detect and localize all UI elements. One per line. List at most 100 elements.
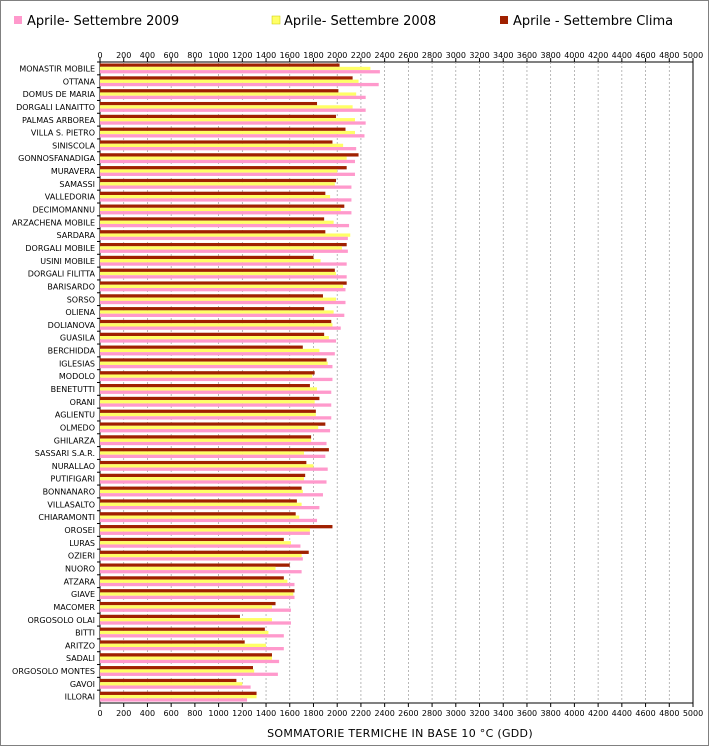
category-label: ORGOSOLO OLAI bbox=[27, 616, 95, 625]
category-label: USINI MOBILE bbox=[40, 257, 95, 266]
legend: Aprile- Settembre 2009 Aprile- Settembre… bbox=[14, 14, 673, 29]
bar bbox=[100, 348, 320, 353]
bar bbox=[100, 694, 257, 699]
bar bbox=[100, 525, 333, 529]
tick-label-bottom: 1000 bbox=[208, 709, 228, 718]
tick-label-top: 4800 bbox=[659, 51, 679, 60]
category-label: DOLIANOVA bbox=[48, 321, 96, 330]
bar bbox=[100, 643, 267, 647]
category-label: NURALLAO bbox=[52, 462, 95, 471]
bar bbox=[100, 182, 335, 186]
category-label: LURAS bbox=[69, 539, 95, 548]
tick-label-top: 1000 bbox=[208, 51, 228, 60]
bar bbox=[100, 246, 342, 250]
tick-label-top: 3400 bbox=[493, 51, 513, 60]
category-label: OZIERI bbox=[68, 552, 95, 561]
tick-label-top: 3200 bbox=[469, 51, 489, 60]
bar bbox=[100, 429, 331, 433]
bar bbox=[100, 156, 347, 160]
category-label: ORGOSOLO MONTES bbox=[12, 667, 95, 676]
bar bbox=[100, 579, 288, 583]
bar bbox=[100, 589, 295, 593]
category-label: PALMAS ARBOREA bbox=[22, 116, 96, 125]
bar bbox=[100, 89, 339, 93]
category-label: IGLESIAS bbox=[59, 359, 95, 368]
legend-label-2008: Aprile- Settembre 2008 bbox=[284, 14, 436, 29]
bar bbox=[100, 300, 346, 305]
tick-label-top: 2000 bbox=[327, 51, 347, 60]
category-label: DORGALI FILITTA bbox=[28, 270, 96, 279]
tick-label-bottom: 2600 bbox=[398, 709, 418, 718]
bar bbox=[100, 121, 366, 125]
tick-label-bottom: 4800 bbox=[659, 709, 679, 718]
bar bbox=[100, 656, 272, 660]
tick-label-top: 4600 bbox=[635, 51, 655, 60]
tick-label-bottom: 1600 bbox=[280, 709, 300, 718]
bar bbox=[100, 255, 314, 260]
bar bbox=[100, 92, 357, 96]
tick-label-top: 3600 bbox=[517, 51, 537, 60]
tick-label-bottom: 2200 bbox=[351, 709, 371, 718]
tick-label-top: 4200 bbox=[588, 51, 608, 60]
bar bbox=[100, 352, 335, 356]
bar bbox=[100, 249, 348, 253]
bar bbox=[100, 499, 297, 503]
bar bbox=[100, 605, 272, 609]
bar bbox=[100, 570, 302, 574]
bar bbox=[100, 595, 295, 600]
category-label: DORGALI LANAITTO bbox=[16, 103, 95, 112]
bar bbox=[100, 127, 346, 131]
bar bbox=[100, 76, 353, 80]
x-axis-title: SOMMATORIE TERMICHE IN BASE 10 °C (GDD) bbox=[267, 727, 533, 740]
bar bbox=[100, 236, 348, 241]
bar bbox=[100, 682, 243, 686]
tick-label-top: 400 bbox=[140, 51, 155, 60]
bar bbox=[100, 159, 355, 164]
tick-label-bottom: 4200 bbox=[588, 709, 608, 718]
bar bbox=[100, 544, 301, 548]
bar bbox=[100, 425, 319, 430]
bar bbox=[100, 537, 284, 542]
tick-label-top: 200 bbox=[116, 51, 131, 60]
tick-label-top: 1600 bbox=[280, 51, 300, 60]
bar bbox=[100, 79, 359, 83]
bar bbox=[100, 66, 371, 71]
bar bbox=[100, 608, 291, 612]
bar-group bbox=[100, 63, 380, 702]
bar bbox=[100, 143, 344, 148]
category-label: OLIENA bbox=[65, 308, 95, 317]
bar bbox=[100, 63, 340, 67]
category-label: GONNOSFANADIGA bbox=[18, 154, 95, 163]
tick-label-bottom: 4600 bbox=[635, 709, 655, 718]
tick-label-top: 0 bbox=[97, 51, 102, 60]
bar bbox=[100, 207, 341, 212]
tick-label-bottom: 400 bbox=[140, 709, 155, 718]
bar bbox=[100, 557, 303, 561]
bar bbox=[100, 217, 325, 221]
bar bbox=[100, 130, 355, 135]
bar bbox=[100, 618, 272, 622]
bar bbox=[100, 473, 306, 478]
bar bbox=[100, 323, 333, 327]
y-axis-categories: MONASTIR MOBILE OTTANA DOMUS DE MARIA DORGA… bbox=[12, 61, 100, 702]
bar bbox=[100, 339, 337, 343]
bar bbox=[100, 448, 329, 452]
bar bbox=[100, 345, 303, 349]
bar bbox=[100, 268, 335, 272]
category-label: GUASILA bbox=[60, 334, 96, 343]
bar bbox=[100, 377, 333, 382]
legend-label-2009: Aprile- Settembre 2009 bbox=[27, 14, 179, 29]
bar bbox=[100, 153, 359, 157]
bar bbox=[100, 563, 290, 567]
tick-label-top: 5000 bbox=[683, 51, 703, 60]
bar bbox=[100, 685, 251, 689]
category-label: SASSARI S.A.R. bbox=[35, 449, 95, 458]
bar bbox=[100, 326, 341, 330]
bar bbox=[100, 220, 334, 224]
bar bbox=[100, 467, 328, 471]
category-label: AGLIENTU bbox=[55, 411, 95, 420]
category-label: ORANI bbox=[70, 398, 95, 407]
bar bbox=[100, 698, 248, 702]
x-axis-ticks: 0 0 200 200 400 400 600 600 800 800 1000 1000 1200 12… bbox=[97, 51, 703, 718]
bar bbox=[100, 553, 302, 558]
